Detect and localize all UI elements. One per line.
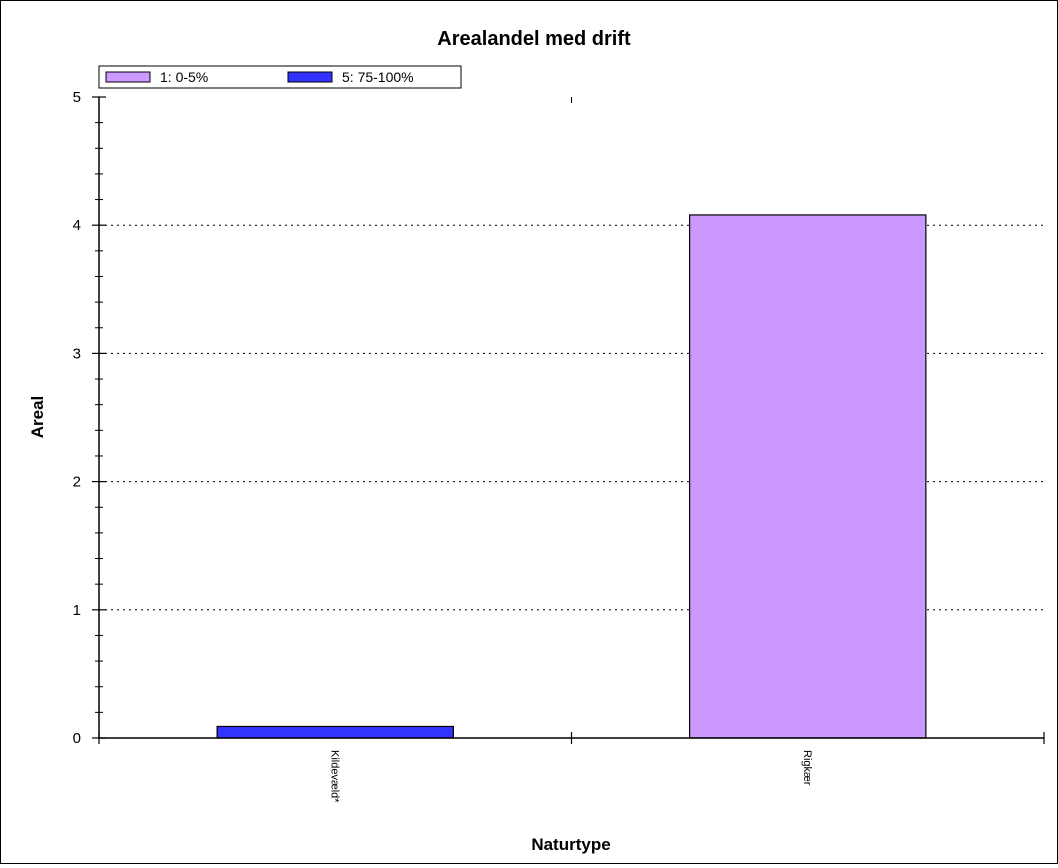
- legend: 1: 0-5% 5: 75-100%: [98, 65, 462, 89]
- axes: 0 1 2 3 4 5 Kildevæld* Rigkær: [73, 89, 1045, 803]
- x-tick-label: Rigkær: [801, 750, 813, 786]
- y-tick-label: 2: [73, 474, 81, 491]
- y-axis-title: Areal: [28, 396, 47, 439]
- bar: [689, 214, 927, 739]
- x-axis-title: Naturtype: [531, 835, 610, 854]
- x-tick-label: Kildevæld*: [328, 750, 340, 803]
- y-tick-label: 4: [73, 217, 81, 234]
- y-tick-label: 0: [73, 730, 81, 747]
- chart-title: Arealandel med drift: [437, 28, 631, 50]
- y-tick-label: 5: [73, 89, 81, 106]
- y-tick-label: 1: [73, 602, 81, 619]
- legend-box: [98, 65, 462, 89]
- bar: [216, 725, 454, 739]
- y-tick-label: 3: [73, 345, 81, 362]
- legend-label: 1: 0-5%: [160, 69, 208, 85]
- legend-swatch: [287, 71, 333, 83]
- bars: [216, 214, 927, 739]
- legend-swatch: [105, 71, 151, 83]
- legend-label: 5: 75-100%: [342, 69, 414, 85]
